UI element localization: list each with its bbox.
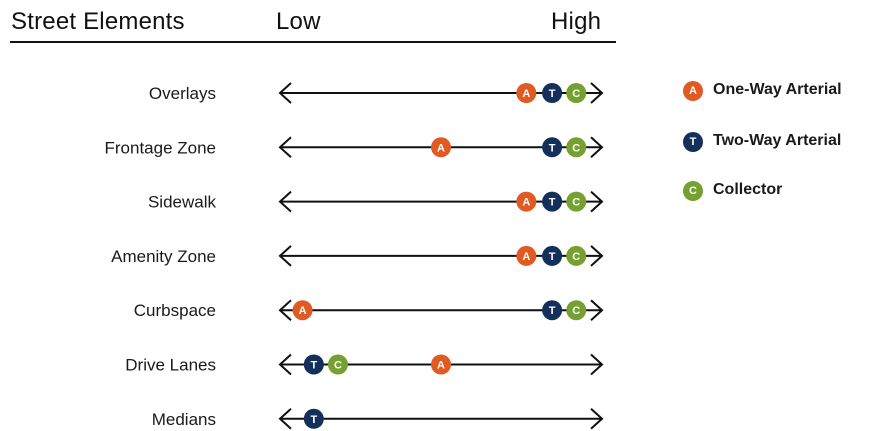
arrow-left-icon	[278, 82, 292, 104]
collector-marker: C	[566, 191, 587, 212]
two-way-arterial-marker: T	[542, 300, 563, 321]
marker-code: T	[549, 305, 556, 317]
one-way-arterial-marker: A	[516, 83, 537, 103]
marker-code: C	[334, 360, 342, 372]
arrow-right-icon	[590, 353, 604, 376]
marker-code: T	[310, 360, 317, 372]
marker-circle	[303, 408, 324, 429]
marker-circle	[327, 354, 348, 375]
column-header-low: Low	[276, 8, 321, 35]
marker-circle	[542, 137, 563, 158]
arrow-left-icon	[278, 190, 292, 213]
marker-code: A	[299, 305, 307, 317]
arrow-left-icon	[278, 299, 292, 321]
row-label: Drive Lanes	[125, 356, 216, 375]
marker-code: T	[549, 251, 556, 263]
arrow-left-icon	[278, 408, 292, 430]
scale-row: Drive Lanes T C A	[125, 353, 604, 376]
arrow-right-icon	[590, 245, 604, 267]
marker-circle	[292, 300, 313, 321]
one-way-arterial-marker: A	[431, 137, 451, 158]
marker-circle	[566, 137, 587, 158]
scale-row: Amenity Zone A T C	[111, 245, 604, 267]
marker-circle	[566, 83, 587, 103]
marker-code: C	[572, 142, 580, 154]
collector-marker: C	[566, 300, 587, 321]
marker-code: A	[522, 251, 530, 263]
marker-code: C	[572, 197, 580, 209]
two-way-arterial-marker: T	[542, 83, 563, 103]
marker-code: C	[572, 305, 580, 317]
scale-row: Sidewalk A T C	[148, 190, 604, 213]
marker-circle	[542, 245, 563, 266]
legend-label: Two-Way Arterial	[713, 132, 842, 149]
header-divider	[10, 41, 616, 43]
row-label: Frontage Zone	[104, 138, 216, 157]
column-header-street-elements: Street Elements	[11, 8, 185, 35]
marker-circle	[566, 191, 587, 212]
collector-marker: C	[566, 83, 587, 103]
two-way-arterial-marker: T	[303, 354, 324, 375]
marker-circle	[542, 83, 563, 103]
column-header-high: High	[551, 8, 602, 35]
arrow-right-icon	[590, 82, 604, 104]
scale-row: Medians T	[152, 408, 604, 430]
marker-circle	[303, 354, 324, 375]
marker-circle	[516, 245, 537, 266]
marker-code: T	[549, 197, 556, 209]
legend-label: Collector	[713, 181, 783, 198]
marker-code: A	[522, 88, 530, 100]
one-way-arterial-marker: A	[292, 300, 313, 321]
marker-code: T	[310, 414, 317, 426]
two-way-arterial-badge-icon: T	[683, 132, 703, 152]
row-label: Medians	[152, 410, 216, 429]
marker-code: T	[549, 88, 556, 100]
scale-row: Curbspace A T C	[134, 299, 604, 321]
collector-marker: C	[566, 245, 587, 266]
legend-label: One-Way Arterial	[713, 81, 842, 98]
arrow-left-icon	[278, 245, 292, 267]
scale-row: Overlays A T C	[149, 82, 604, 104]
marker-code: A	[437, 142, 445, 154]
marker-circle	[542, 191, 563, 212]
marker-code: C	[572, 251, 580, 263]
arrow-right-icon	[590, 190, 604, 213]
marker-circle	[516, 191, 537, 212]
collector-badge-icon: C	[683, 181, 703, 201]
one-way-arterial-badge-icon: A	[683, 81, 703, 101]
collector-marker: C	[566, 137, 587, 158]
two-way-arterial-marker: T	[542, 245, 563, 266]
marker-code: T	[549, 142, 556, 154]
two-way-arterial-marker: T	[542, 191, 563, 212]
one-way-arterial-marker: A	[431, 354, 451, 375]
marker-code: C	[572, 88, 580, 100]
arrow-left-icon	[278, 353, 292, 376]
arrow-right-icon	[590, 408, 604, 430]
marker-circle	[566, 300, 587, 321]
marker-circle	[431, 137, 451, 158]
one-way-arterial-marker: A	[516, 191, 537, 212]
marker-code: A	[522, 197, 530, 209]
marker-circle	[542, 300, 563, 321]
scale-row: Frontage Zone A T C	[104, 136, 604, 159]
arrow-right-icon	[590, 299, 604, 321]
arrow-left-icon	[278, 136, 292, 159]
marker-circle	[431, 354, 451, 375]
marker-circle	[566, 245, 587, 266]
arrow-right-icon	[590, 136, 604, 159]
marker-circle	[516, 83, 537, 103]
one-way-arterial-marker: A	[516, 245, 537, 266]
row-label: Amenity Zone	[111, 247, 216, 266]
row-label: Curbspace	[134, 301, 216, 320]
two-way-arterial-marker: T	[542, 137, 563, 158]
two-way-arterial-marker: T	[303, 408, 324, 429]
collector-marker: C	[327, 354, 348, 375]
row-label: Sidewalk	[148, 193, 217, 212]
marker-code: A	[437, 360, 445, 372]
row-label: Overlays	[149, 84, 216, 103]
